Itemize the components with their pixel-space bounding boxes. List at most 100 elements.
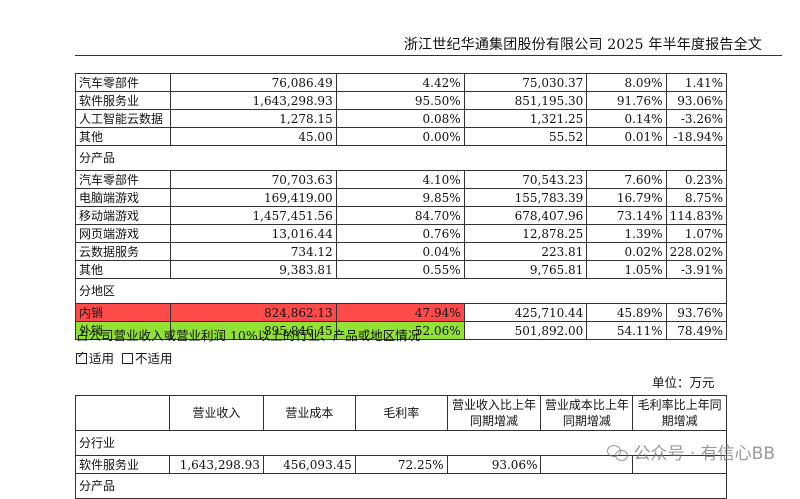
value-cell: 47.94% xyxy=(335,303,465,322)
value-cell: 0.04% xyxy=(335,242,465,261)
row-label-cell: 移动端游戏 xyxy=(75,206,171,225)
value-cell: 1,643,298.93 xyxy=(168,455,264,474)
value-cell: 1,643,298.93 xyxy=(169,91,337,110)
column-header: 毛利率比上年同期增减 xyxy=(632,395,727,431)
value-cell: 93.76% xyxy=(665,303,728,322)
applicable-checkbox[interactable] xyxy=(76,350,87,364)
row-label-cell: 电脑端游戏 xyxy=(75,188,171,207)
column-header: 营业成本比上年同期增减 xyxy=(540,395,634,431)
column-header: 营业成本 xyxy=(262,395,356,431)
value-cell: 228.02% xyxy=(665,242,728,261)
row-label-cell: 人工智能云数据 xyxy=(75,109,171,128)
wechat-icon xyxy=(607,443,629,461)
value-cell: 1,457,451.56 xyxy=(169,206,337,225)
table-row: 汽车零部件 76,086.49 4.42% 75,030.37 8.09% 1.41% xyxy=(75,73,728,92)
value-cell: 76,086.49 xyxy=(169,73,337,92)
value-cell: 1.07% xyxy=(665,224,728,243)
table-row: 其他 9,383.81 0.55% 9,765.81 1.05% -3.91% xyxy=(75,260,728,279)
value-cell: -3.91% xyxy=(665,260,728,279)
value-cell: 8.09% xyxy=(586,73,667,92)
value-cell: 78.49% xyxy=(665,321,728,340)
value-cell: 851,195.30 xyxy=(463,91,588,110)
value-cell: 12,878.25 xyxy=(463,224,588,243)
column-header: 营业收入 xyxy=(168,395,264,431)
value-cell: 9,765.81 xyxy=(463,260,588,279)
row-label-cell: 云数据服务 xyxy=(75,242,171,261)
row-label-cell: 网页端游戏 xyxy=(75,224,171,243)
table-row: 电脑端游戏 169,419.00 9.85% 155,783.39 16.79% 8.75… xyxy=(75,188,728,207)
revenue-breakdown-table: 汽车零部件 76,086.49 4.42% 75,030.37 8.09% 1.41% 软件… xyxy=(75,73,728,340)
value-cell: 16.79% xyxy=(586,188,667,207)
value-cell: 1.05% xyxy=(586,260,667,279)
table-row: 云数据服务 734.12 0.04% 223.81 0.02% 228.02% xyxy=(75,242,728,261)
value-cell: 52.06% xyxy=(335,321,465,340)
value-cell: 0.23% xyxy=(665,170,728,189)
table-row: 外销 895,846.45 52.06% 501,892.00 54.11% 78.49% xyxy=(75,321,728,340)
section-label: 分产品 xyxy=(75,145,727,171)
value-cell: 93.06% xyxy=(446,455,542,474)
row-label-cell: 其他 xyxy=(75,127,171,146)
value-cell: 54.11% xyxy=(586,321,667,340)
row-label-cell: 软件服务业 xyxy=(75,91,171,110)
not-applicable-label: 不适用 xyxy=(134,351,173,366)
value-cell: 0.00% xyxy=(335,127,465,146)
value-cell: 8.75% xyxy=(665,188,728,207)
value-cell: 93.06% xyxy=(665,91,728,110)
column-header: 毛利率 xyxy=(354,395,448,431)
value-cell: 0.76% xyxy=(335,224,465,243)
row-label-cell: 软件服务业 xyxy=(75,455,170,474)
value-cell: 1.41% xyxy=(665,73,728,92)
value-cell: 501,892.00 xyxy=(463,321,588,340)
watermark-text: 公众号 · 有信心BB xyxy=(633,444,775,464)
value-cell: 95.50% xyxy=(335,91,465,110)
applicable-label: 适用 xyxy=(89,351,115,366)
value-cell: 114.83% xyxy=(665,206,728,225)
table-row: 软件服务业 1,643,298.93 456,093.45 72.25% 93.06% xyxy=(75,455,727,474)
value-cell: 169,419.00 xyxy=(169,188,337,207)
row-label-cell: 外销 xyxy=(75,321,171,340)
section-label: 分地区 xyxy=(75,278,727,304)
value-cell: 9.85% xyxy=(335,188,465,207)
wechat-watermark: 公众号 · 有信心BB xyxy=(607,439,775,464)
unit-label: 单位：万元 xyxy=(652,375,715,390)
value-cell: 45.00 xyxy=(169,127,337,146)
value-cell: -18.94% xyxy=(665,127,728,146)
value-cell: 4.10% xyxy=(335,170,465,189)
section-row: 分地区 xyxy=(75,278,727,304)
value-cell: 70,703.63 xyxy=(169,170,337,189)
value-cell: 824,862.13 xyxy=(169,303,337,322)
table-row: 汽车零部件 70,703.63 4.10% 70,543.23 7.60% 0.23% xyxy=(75,170,728,189)
value-cell: 0.01% xyxy=(586,127,667,146)
row-label-cell: 内销 xyxy=(75,303,171,322)
value-cell: 1,278.15 xyxy=(169,109,337,128)
value-cell: 73.14% xyxy=(586,206,667,225)
row-label-cell: 汽车零部件 xyxy=(75,170,171,189)
not-applicable-checkbox[interactable] xyxy=(121,353,133,364)
report-header-title: 浙江世纪华通集团股份有限公司 2025 年半年度报告全文 xyxy=(403,37,762,53)
value-cell: 9,383.81 xyxy=(169,260,337,279)
value-cell: 84.70% xyxy=(335,206,465,225)
section-row: 分产品 xyxy=(75,473,727,499)
header-divider xyxy=(75,55,782,56)
applicability-options: 适用 不适用 xyxy=(76,348,172,367)
ten-percent-note: 占公司营业收入或营业利润 10%以上的行业、产品或地区情况 xyxy=(76,328,421,343)
value-cell: 678,407.96 xyxy=(463,206,588,225)
value-cell: 0.14% xyxy=(586,109,667,128)
table-row: 软件服务业 1,643,298.93 95.50% 851,195.30 91.76% 9… xyxy=(75,91,728,110)
table-row: 移动端游戏 1,457,451.56 84.70% 678,407.96 73.14% 1… xyxy=(75,206,728,225)
column-header xyxy=(75,395,170,431)
value-cell: 75,030.37 xyxy=(463,73,588,92)
section-label: 分产品 xyxy=(75,473,727,499)
table-row: 内销 824,862.13 47.94% 425,710.44 45.89% 93.76% xyxy=(75,303,728,322)
table-row: 网页端游戏 13,016.44 0.76% 12,878.25 1.39% 1.07% xyxy=(75,224,728,243)
row-label-cell: 其他 xyxy=(75,260,171,279)
value-cell: 456,093.45 xyxy=(262,455,356,474)
table-row: 其他 45.00 0.00% 55.52 0.01% -18.94% xyxy=(75,127,728,146)
value-cell: 895,846.45 xyxy=(169,321,337,340)
value-cell: 45.89% xyxy=(586,303,667,322)
value-cell: 0.02% xyxy=(586,242,667,261)
value-cell: 4.42% xyxy=(335,73,465,92)
value-cell: 13,016.44 xyxy=(169,224,337,243)
value-cell: 734.12 xyxy=(169,242,337,261)
value-cell: 1,321.25 xyxy=(463,109,588,128)
